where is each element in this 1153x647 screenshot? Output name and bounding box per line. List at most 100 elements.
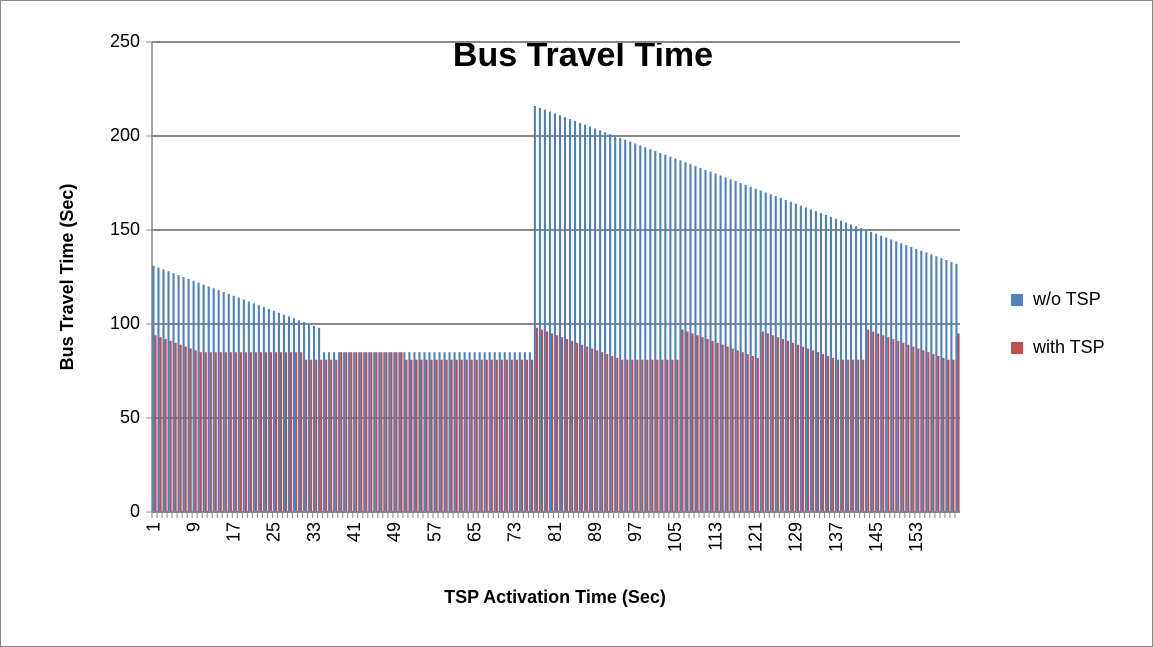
legend-label: w/o TSP xyxy=(1032,289,1101,309)
bar xyxy=(533,105,536,513)
bar xyxy=(726,346,729,512)
bar xyxy=(616,357,619,512)
bar xyxy=(264,352,268,512)
bar xyxy=(870,231,873,512)
bar xyxy=(483,352,486,512)
bar xyxy=(538,107,541,513)
bar xyxy=(284,352,288,512)
bar xyxy=(405,359,408,512)
bar xyxy=(365,352,368,512)
bar xyxy=(182,277,185,512)
bar xyxy=(952,359,955,512)
bar xyxy=(849,224,853,513)
bar xyxy=(307,324,311,512)
bar xyxy=(207,286,210,512)
bar xyxy=(649,149,652,512)
bar xyxy=(749,186,752,512)
bar xyxy=(550,333,554,512)
bar xyxy=(159,337,162,512)
bar xyxy=(781,339,784,512)
bar xyxy=(819,213,822,512)
bar xyxy=(729,179,732,513)
bar xyxy=(759,190,762,512)
bar xyxy=(305,359,308,512)
bar xyxy=(811,350,815,512)
bar xyxy=(746,354,749,512)
bar xyxy=(556,335,559,512)
bar xyxy=(847,359,850,512)
bar xyxy=(724,177,727,513)
bar xyxy=(468,352,471,512)
bar xyxy=(545,331,549,512)
bar xyxy=(917,348,920,512)
bar xyxy=(563,117,567,512)
x-tick-label: 41 xyxy=(344,522,364,542)
bar xyxy=(937,355,940,512)
bar xyxy=(249,352,252,512)
bar xyxy=(373,352,376,512)
bar xyxy=(806,348,810,512)
bar xyxy=(646,359,649,512)
bar xyxy=(274,352,278,512)
bar xyxy=(515,359,518,512)
bar xyxy=(360,352,363,512)
bar xyxy=(857,359,860,512)
bar xyxy=(495,359,498,512)
bar xyxy=(453,352,456,512)
bar xyxy=(862,359,865,512)
bar xyxy=(440,359,443,512)
bar xyxy=(463,352,466,512)
bar xyxy=(505,359,508,512)
bar xyxy=(691,333,694,512)
bar xyxy=(561,337,564,512)
x-tick-label: 129 xyxy=(786,522,806,552)
bar xyxy=(425,359,428,512)
bar xyxy=(784,199,787,513)
bar xyxy=(247,301,250,512)
bar xyxy=(706,339,709,512)
bar xyxy=(741,352,744,512)
bar xyxy=(535,327,539,512)
bar xyxy=(290,352,293,512)
bar xyxy=(413,352,416,512)
bar xyxy=(393,352,396,512)
bar xyxy=(832,357,835,512)
bar xyxy=(912,346,915,512)
bar xyxy=(676,359,679,512)
bar xyxy=(955,263,958,512)
bar xyxy=(363,352,366,512)
bar xyxy=(157,267,160,512)
bar xyxy=(395,352,398,512)
bar xyxy=(375,352,378,512)
bar xyxy=(473,352,476,512)
bar xyxy=(242,299,245,512)
bar xyxy=(771,335,774,512)
bar xyxy=(855,226,858,513)
bar xyxy=(867,329,870,512)
bar xyxy=(920,250,923,512)
bar xyxy=(222,292,225,512)
bar xyxy=(827,355,830,512)
x-tick-label: 89 xyxy=(585,522,605,542)
bar xyxy=(606,354,609,512)
bar xyxy=(435,359,438,512)
bar xyxy=(636,359,639,512)
bar xyxy=(829,216,833,512)
bar xyxy=(699,167,702,512)
bar xyxy=(169,340,172,512)
x-tick-label: 97 xyxy=(625,522,645,542)
bar xyxy=(287,316,291,512)
bar xyxy=(338,352,341,512)
bar xyxy=(528,352,531,512)
bar xyxy=(591,348,594,512)
bar xyxy=(520,359,523,512)
bar xyxy=(584,124,587,512)
bar xyxy=(880,235,883,512)
bar xyxy=(664,154,667,513)
bar xyxy=(189,348,192,512)
bar xyxy=(500,359,503,512)
bar xyxy=(905,245,908,513)
bar xyxy=(814,211,817,512)
bar xyxy=(877,333,880,512)
